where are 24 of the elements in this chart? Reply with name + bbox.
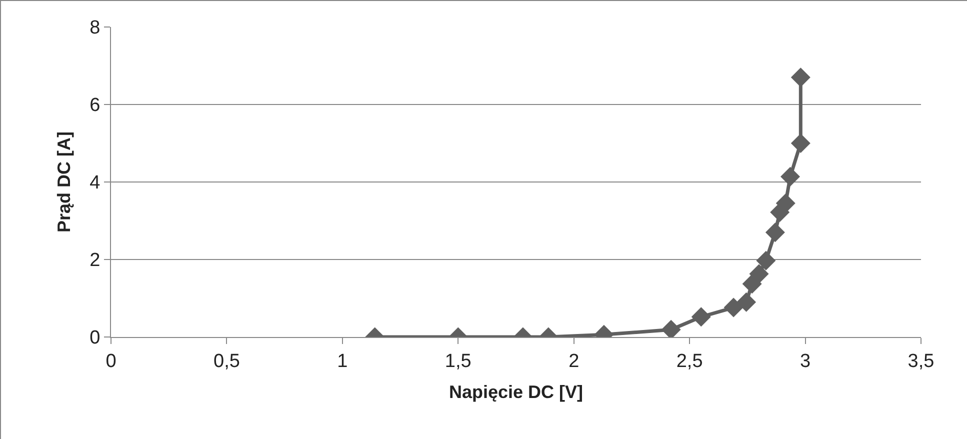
x-tick-label: 0,5 (214, 350, 240, 372)
y-tick-label: 2 (90, 250, 100, 272)
x-tick-label: 3 (800, 350, 811, 372)
y-tick-label: 6 (90, 95, 100, 116)
x-tick-label: 1 (337, 350, 348, 372)
point (691, 307, 711, 327)
x-tick-label: 2,5 (676, 350, 703, 372)
x-axis-title: Napięcie DC [V] (448, 382, 584, 402)
y-axis-title: Prąd DC [A] (54, 131, 74, 233)
point (724, 298, 744, 318)
point (790, 68, 810, 88)
point (765, 222, 785, 242)
point (736, 292, 756, 312)
x-tick-label: 3,5 (908, 350, 934, 372)
x-tick-label: 0 (106, 350, 116, 372)
y-tick-label: 4 (90, 172, 101, 194)
point (790, 134, 810, 153)
x-tick-label: 1,5 (444, 350, 472, 372)
x-tick-label: 2 (568, 350, 580, 372)
y-tick-label: 0 (90, 328, 100, 349)
point (780, 166, 800, 186)
point (749, 264, 769, 284)
y-tick-label: 8 (90, 18, 100, 39)
point (756, 250, 776, 270)
